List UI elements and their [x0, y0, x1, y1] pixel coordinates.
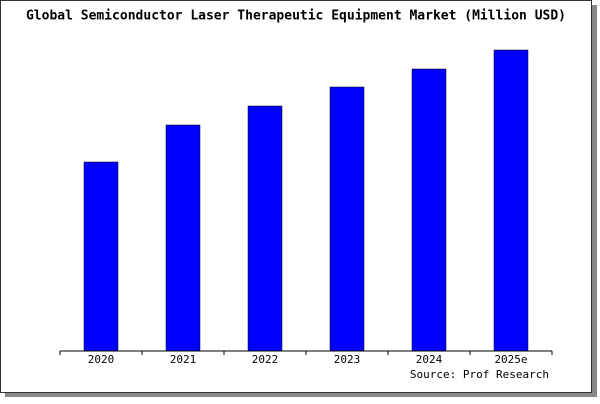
- x-tick-label: 2020: [88, 353, 115, 366]
- bar: [165, 124, 201, 352]
- x-tick-label: 2021: [170, 353, 197, 366]
- bar: [247, 105, 283, 352]
- source-note: Source: Prof Research: [410, 368, 549, 381]
- bar: [329, 86, 365, 352]
- x-tick-label: 2022: [252, 353, 279, 366]
- x-tick-label: 2024: [416, 353, 443, 366]
- chart-title: Global Semiconductor Laser Therapeutic E…: [26, 9, 566, 24]
- x-tick-label: 2025e: [494, 353, 527, 366]
- x-tick-label: 2023: [334, 353, 361, 366]
- bar: [493, 49, 529, 352]
- bar: [83, 161, 119, 352]
- bar: [411, 68, 447, 352]
